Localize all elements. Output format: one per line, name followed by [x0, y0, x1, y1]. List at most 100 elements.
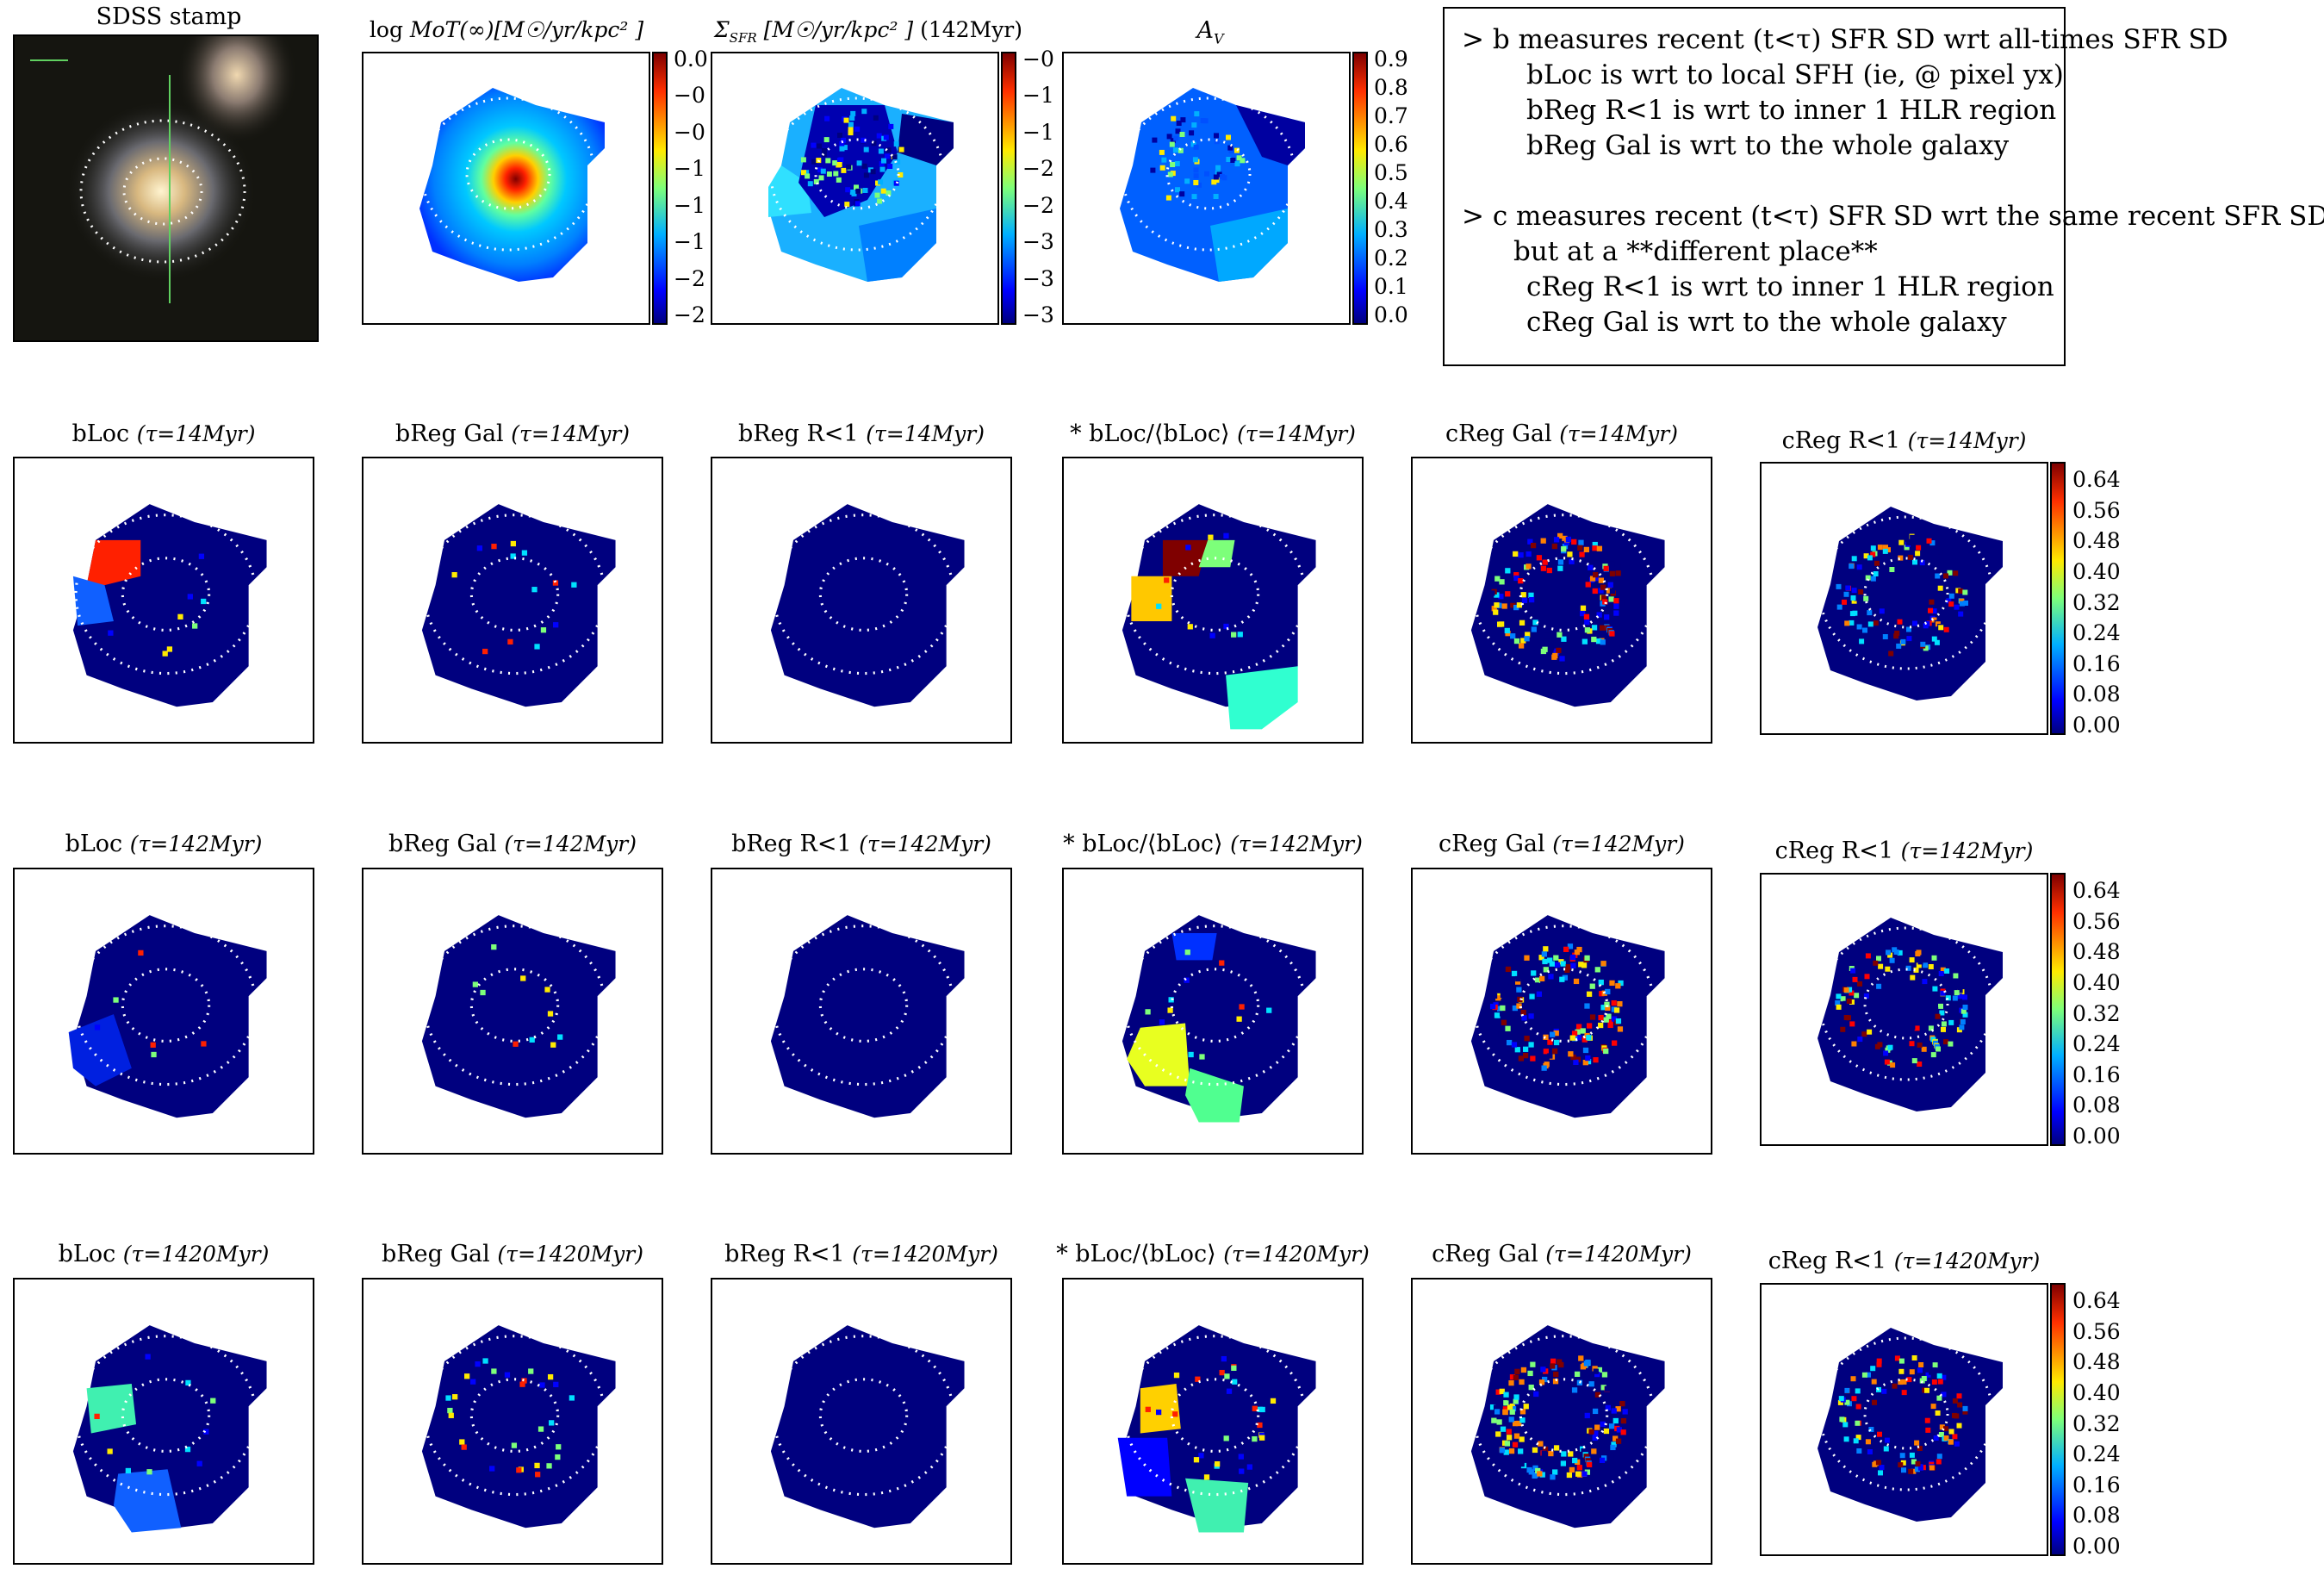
panel-title-tau: (τ=142Myr) [504, 831, 637, 856]
map-pixel [1954, 990, 1960, 996]
map-pixel [1919, 560, 1925, 566]
map-pixel [1611, 1006, 1617, 1012]
map-pixel [1504, 1441, 1511, 1447]
map-pixel [1607, 1019, 1613, 1025]
map-pixel [1935, 1410, 1941, 1416]
map-pixel [1569, 1466, 1575, 1473]
map-pixel [516, 1467, 522, 1473]
map-pixel [1923, 645, 1929, 651]
map-pixel [898, 146, 904, 153]
sfr-lower-region [859, 209, 936, 282]
map-pixel [1583, 1454, 1589, 1460]
map-pixel [1938, 1432, 1944, 1437]
panel-title-label: * bLoc/⟨bLoc⟩ [1063, 831, 1223, 857]
colorbar-tick-label: 0.56 [2072, 497, 2121, 523]
map-pixel [203, 1429, 209, 1435]
map-pixel [1937, 549, 1943, 555]
map-pixel [1873, 571, 1879, 576]
map-pixel [1174, 161, 1180, 166]
map-pixel [1889, 957, 1895, 963]
mot-map [419, 88, 605, 282]
map-pixel [1565, 1385, 1572, 1392]
map-pixel [1234, 161, 1240, 167]
map-pixel [521, 1378, 527, 1384]
residual-map-panel [1411, 868, 1712, 1155]
map-pixel [1503, 1449, 1509, 1455]
map-pixel [1586, 1023, 1593, 1029]
map-pixel [1944, 1442, 1950, 1448]
map-pixel [1930, 1404, 1936, 1410]
map-pixel [1560, 961, 1566, 967]
map-pixel [1916, 545, 1922, 551]
map-pixel [1547, 1039, 1553, 1045]
map-pixel [544, 987, 550, 993]
map-pixel [1592, 541, 1598, 548]
map-pixel [1928, 607, 1933, 613]
map-pixel [1870, 551, 1876, 557]
sfr-title: ΣSFR [M☉/yr/kpc² ] (142Myr) [713, 17, 1023, 46]
map-pixel [1574, 1371, 1581, 1378]
map-pixel [1544, 632, 1550, 639]
map-pixel [1505, 568, 1511, 574]
map-pixel [1194, 111, 1200, 117]
map-pixel [1613, 1007, 1620, 1013]
map-pixel [1145, 1009, 1151, 1015]
map-pixel [1938, 1003, 1943, 1009]
map-pixel [856, 160, 862, 166]
map-pixel [844, 202, 850, 208]
map-pixel [1605, 988, 1611, 995]
map-pixel [1559, 976, 1565, 982]
map-pixel [1497, 621, 1503, 627]
map-pixel [151, 1051, 157, 1058]
residual-colorbar [2050, 873, 2066, 1146]
map-pixel [1592, 545, 1598, 551]
map-pixel [1960, 1008, 1967, 1014]
map-pixel [1150, 167, 1156, 173]
map-pixel [1167, 171, 1173, 177]
map-pixel [1509, 1409, 1515, 1415]
map-pixel [1952, 1398, 1958, 1404]
sdss-stamp-panel [13, 34, 319, 342]
map-pixel [1849, 611, 1855, 617]
map-pixel [1550, 1363, 1556, 1369]
map-pixel [1513, 1398, 1519, 1404]
map-pixel [1571, 1030, 1578, 1037]
map-pixel [1495, 1389, 1501, 1395]
map-pixel [1532, 1472, 1538, 1479]
map-pixel [862, 188, 868, 193]
residual-map [1117, 1325, 1316, 1533]
map-pixel [1614, 563, 1621, 570]
map-pixel [166, 646, 173, 652]
map-pixel [893, 141, 899, 147]
map-pixel [1615, 1406, 1621, 1412]
map-pixel [1904, 545, 1910, 551]
map-pixel [1524, 1036, 1530, 1042]
row-panel-title: cReg R<1 (τ=14Myr) [1782, 429, 2027, 452]
map-pixel [1854, 993, 1860, 999]
map-pixel [1172, 1411, 1178, 1417]
map-pixel [1885, 966, 1891, 972]
row-panel-title: cReg Gal (τ=14Myr) [1445, 422, 1678, 445]
map-pixel [185, 1379, 191, 1386]
map-pixel [870, 169, 876, 175]
map-pixel [1915, 551, 1921, 557]
map-region [1117, 1437, 1172, 1497]
map-pixel [1513, 1374, 1519, 1380]
map-pixel [1582, 1060, 1588, 1066]
map-pixel [1526, 551, 1532, 557]
map-pixel [1514, 1047, 1520, 1053]
map-pixel [1898, 1446, 1905, 1452]
sfr-dark-region [898, 114, 954, 165]
map-pixel [1939, 1424, 1945, 1430]
map-pixel [1936, 1454, 1942, 1460]
panel-title-tau: (τ=14Myr) [866, 421, 985, 446]
map-pixel [1615, 1438, 1622, 1444]
map-pixel [846, 164, 852, 170]
residual-map-panel [711, 868, 1012, 1155]
row-panel-title: bReg R<1 (τ=14Myr) [738, 422, 985, 445]
map-pixel [861, 163, 867, 169]
panel-title-label: cReg Gal [1445, 420, 1552, 447]
map-pixel [1887, 952, 1893, 958]
map-pixel [1204, 171, 1209, 177]
note-line-2: bLoc is wrt to local SFH (ie, @ pixel yx… [1526, 59, 2064, 90]
